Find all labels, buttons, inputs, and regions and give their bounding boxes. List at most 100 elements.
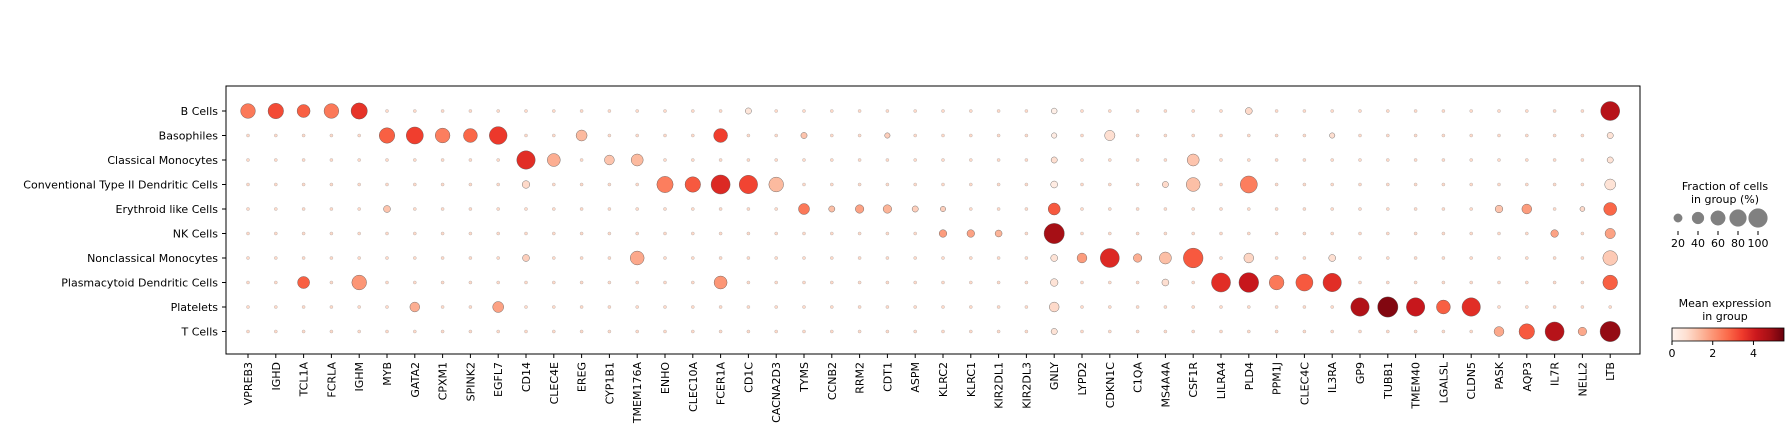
column-label: CDKN1C xyxy=(1104,362,1117,409)
dot xyxy=(468,305,473,309)
dot xyxy=(1219,109,1223,113)
dot xyxy=(1358,207,1362,211)
dot xyxy=(1191,329,1195,334)
dot xyxy=(496,158,500,162)
dot xyxy=(1274,182,1279,187)
dot xyxy=(1108,305,1112,309)
column-label: TYMS xyxy=(798,362,811,393)
dot xyxy=(492,301,504,313)
dot xyxy=(774,305,778,309)
dot xyxy=(406,126,424,145)
column-label: ASPM xyxy=(909,362,922,393)
dot xyxy=(1525,280,1529,285)
dot xyxy=(552,256,556,260)
row-label: NK Cells xyxy=(173,228,218,241)
dot xyxy=(329,231,334,236)
dot xyxy=(496,231,500,236)
dot xyxy=(802,280,806,285)
dot xyxy=(1247,305,1251,309)
dot xyxy=(1080,182,1084,187)
dot xyxy=(1186,153,1200,167)
dot xyxy=(240,103,256,119)
dot xyxy=(357,231,361,236)
dot xyxy=(1386,256,1390,260)
dot xyxy=(1358,256,1362,260)
dot xyxy=(1163,305,1168,309)
dot xyxy=(1243,252,1254,264)
dot xyxy=(246,207,250,211)
dot xyxy=(1606,156,1614,164)
dot xyxy=(246,133,250,138)
dot xyxy=(1295,273,1314,292)
dot xyxy=(607,305,612,309)
dot xyxy=(830,231,834,236)
column-label: MS4A4A xyxy=(1159,362,1172,408)
dot xyxy=(1330,329,1334,334)
dot xyxy=(885,158,890,162)
dot xyxy=(297,276,310,289)
dot xyxy=(1191,109,1195,113)
dot xyxy=(524,305,528,309)
dot xyxy=(1469,158,1473,162)
dot xyxy=(329,158,334,162)
dot xyxy=(1080,280,1084,285)
size-legend-title: Fraction of cells xyxy=(1682,180,1768,193)
dot xyxy=(440,280,445,285)
dot xyxy=(1163,133,1168,138)
dot xyxy=(996,280,1001,285)
dot xyxy=(1163,207,1168,211)
dot xyxy=(524,280,528,285)
dot xyxy=(996,207,1001,211)
dot xyxy=(468,280,473,285)
dot xyxy=(941,329,945,334)
dot xyxy=(468,158,473,162)
dot xyxy=(941,256,945,260)
dot xyxy=(468,329,473,334)
dot xyxy=(1602,274,1618,291)
dot xyxy=(1219,158,1223,162)
dot xyxy=(1552,305,1557,309)
dot xyxy=(516,150,536,170)
dot xyxy=(547,153,561,167)
dot xyxy=(357,256,361,260)
dot xyxy=(1080,133,1084,138)
dot xyxy=(1135,280,1140,285)
dot xyxy=(1386,329,1390,334)
dot xyxy=(830,182,834,187)
column-label: CD14 xyxy=(520,362,533,392)
dot xyxy=(1135,158,1140,162)
dot xyxy=(1191,305,1195,309)
dot xyxy=(1024,280,1029,285)
dot xyxy=(1497,256,1501,260)
dot xyxy=(802,329,806,334)
dot xyxy=(1024,109,1029,113)
dot xyxy=(351,274,367,291)
dot xyxy=(1051,107,1058,115)
dot xyxy=(635,109,639,113)
column-label: KLRC1 xyxy=(965,362,978,397)
dot xyxy=(440,109,445,113)
dot xyxy=(1580,182,1585,187)
dot xyxy=(1525,182,1529,187)
dot xyxy=(1413,158,1418,162)
dot xyxy=(941,280,945,285)
dot xyxy=(746,231,751,236)
column-label: EGFL7 xyxy=(492,362,505,397)
dot xyxy=(1469,207,1473,211)
dot xyxy=(1163,109,1168,113)
dot xyxy=(884,132,891,139)
dot xyxy=(440,231,445,236)
dot xyxy=(468,207,473,211)
dot xyxy=(1552,109,1557,113)
dot xyxy=(996,256,1001,260)
dot xyxy=(774,133,778,138)
dot xyxy=(1580,158,1585,162)
dot xyxy=(1525,256,1529,260)
dot xyxy=(718,329,723,334)
dot xyxy=(579,207,584,211)
dot xyxy=(1302,329,1307,334)
dot xyxy=(1080,329,1084,334)
column-label: IL7R xyxy=(1549,362,1562,386)
dot xyxy=(996,158,1001,162)
dot xyxy=(1024,305,1029,309)
